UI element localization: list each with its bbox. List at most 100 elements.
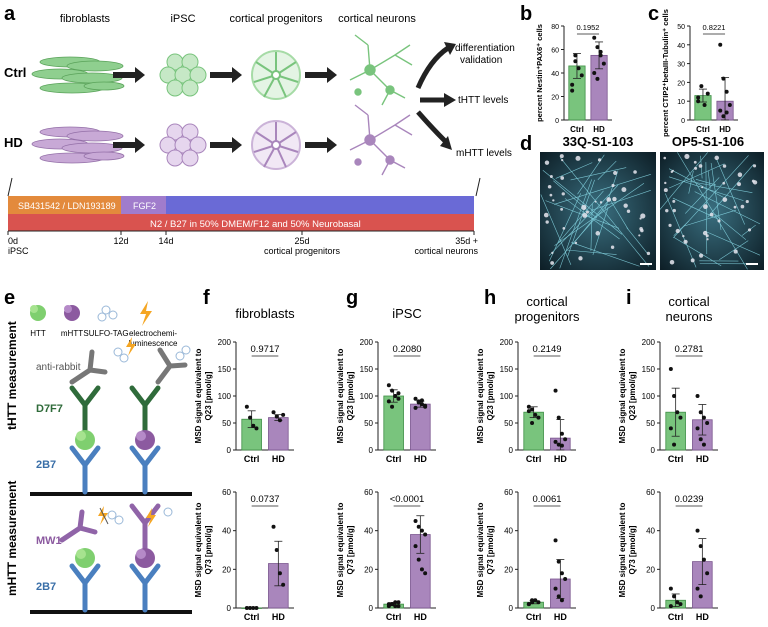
data-point xyxy=(721,114,725,118)
data-point xyxy=(390,405,394,409)
nucleus xyxy=(560,176,564,180)
nucleus xyxy=(717,219,720,222)
data-point xyxy=(560,444,564,448)
legend-mhtt-label: mHTT xyxy=(61,329,83,338)
data-point xyxy=(278,418,282,422)
data-point xyxy=(577,66,581,70)
bar-ctrl xyxy=(384,396,404,450)
data-point xyxy=(393,604,397,608)
legend-lightning-icon xyxy=(140,301,152,326)
category-label: Ctrl xyxy=(668,612,684,622)
data-point xyxy=(275,548,279,552)
stage-label-cortical-progenitors: cortical progenitors xyxy=(230,13,323,25)
category-label: HD xyxy=(554,454,567,464)
y-tick-label: 0 xyxy=(651,446,656,455)
2b7-top-label: 2B7 xyxy=(36,459,56,471)
y-axis-label: Q23 [pmol/g] xyxy=(346,371,355,420)
data-point xyxy=(672,443,676,447)
y-tick-label: 200 xyxy=(642,338,656,347)
data-point xyxy=(281,583,285,587)
y-tick-label: 60 xyxy=(504,488,513,497)
data-point xyxy=(281,413,285,417)
data-point xyxy=(423,571,427,575)
data-point xyxy=(396,397,400,401)
panel-letter-b: b xyxy=(520,3,532,25)
nucleus xyxy=(575,242,577,244)
y-axis-label: Q73 [pmol/g] xyxy=(204,525,213,574)
panel-letter-h: h xyxy=(484,287,496,309)
data-point xyxy=(672,594,676,598)
category-label: Ctrl xyxy=(244,454,260,464)
data-point xyxy=(696,529,700,533)
category-label: Ctrl xyxy=(386,454,402,464)
detection-antibody-mw1 xyxy=(62,506,158,550)
y-axis-label: MSD signal equivalent to xyxy=(476,349,485,444)
data-point xyxy=(536,416,540,420)
y-tick-label: 10 xyxy=(677,99,685,106)
timeline-tick-day: 12d xyxy=(113,236,128,246)
nucleus xyxy=(575,156,580,161)
data-point xyxy=(721,77,725,81)
nucleus xyxy=(560,154,564,158)
nucleus xyxy=(562,192,565,195)
chart-title: cortical xyxy=(526,294,567,309)
nucleus xyxy=(550,194,553,197)
nucleus xyxy=(683,240,687,244)
data-point xyxy=(254,606,258,610)
data-point xyxy=(696,426,700,430)
data-point xyxy=(718,109,722,113)
data-point xyxy=(387,399,391,403)
nucleus xyxy=(560,208,563,211)
nucleus xyxy=(550,175,553,178)
data-point xyxy=(669,426,673,430)
data-point xyxy=(699,437,703,441)
legend-mhtt-icon xyxy=(64,305,80,321)
y-axis-label: Q23 [pmol/g] xyxy=(204,371,213,420)
legend-htt-icon xyxy=(30,305,46,321)
y-tick-label: 100 xyxy=(642,392,656,401)
data-point xyxy=(527,405,531,409)
nucleus xyxy=(746,200,749,203)
panel-letter-e: e xyxy=(4,287,15,309)
data-point xyxy=(725,110,729,114)
panel-letter-g: g xyxy=(346,287,358,309)
data-point xyxy=(672,394,676,398)
nucleus xyxy=(676,229,680,233)
nucleus xyxy=(578,256,582,260)
nucleus xyxy=(600,201,602,203)
nucleus xyxy=(611,184,614,187)
data-point xyxy=(595,45,599,49)
stage-label-fibroblasts: fibroblasts xyxy=(60,13,111,25)
nucleus xyxy=(722,197,727,202)
data-point xyxy=(272,410,276,414)
data-point xyxy=(417,525,421,529)
data-point xyxy=(718,43,722,47)
chart-title: neurons xyxy=(666,309,713,324)
nucleus xyxy=(714,156,719,161)
y-tick-label: 60 xyxy=(364,488,373,497)
nucleus xyxy=(545,160,549,164)
y-tick-label: 0 xyxy=(369,604,374,613)
row-label-ctrl: Ctrl xyxy=(4,65,26,80)
data-point xyxy=(570,89,574,93)
y-tick-label: 150 xyxy=(218,365,232,374)
chart-title: fibroblasts xyxy=(235,306,295,321)
y-tick-label: 40 xyxy=(504,527,513,536)
bar-hd xyxy=(410,404,430,450)
ctrl-neuron-illustration xyxy=(350,35,412,105)
nucleus xyxy=(753,164,756,167)
hd-ipsc-illustration xyxy=(160,124,206,166)
data-point xyxy=(536,600,540,604)
nucleus xyxy=(545,220,548,223)
category-label: HD xyxy=(414,454,427,464)
y-tick-label: 200 xyxy=(500,338,514,347)
legend-htt-label: HTT xyxy=(30,329,46,338)
ctrl-progenitor-illustration xyxy=(252,51,300,99)
data-point xyxy=(396,391,400,395)
